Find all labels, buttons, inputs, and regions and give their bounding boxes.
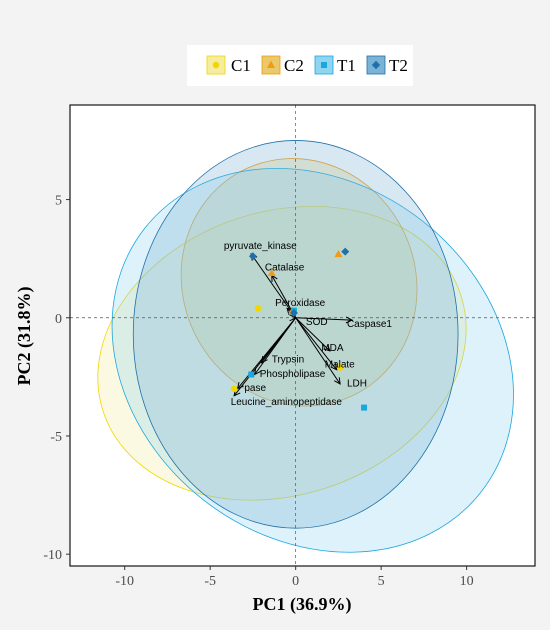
- point-c2-1: [267, 268, 276, 277]
- legend-item-t1: T1: [314, 55, 356, 75]
- x-tick-label: 10: [460, 574, 474, 589]
- plot-border: [69, 104, 536, 567]
- loading-label-leucine-aminopeptidase: Leucine_aminopeptidase: [231, 397, 343, 408]
- circle-icon: [212, 61, 220, 69]
- y-axis-title: PC2 (31.8%): [14, 287, 35, 386]
- loading-arrow-leucine-aminopeptidase: [233, 317, 297, 397]
- y-tick-label: 5: [55, 194, 62, 209]
- x-tick-label: -10: [115, 574, 134, 589]
- ellipse-t1: [111, 168, 514, 553]
- loading-label-pyruvate-kinase: pyruvate_kinase: [224, 241, 297, 252]
- legend-label-c2: C2: [284, 56, 304, 75]
- legend-label-t2: T2: [389, 56, 408, 75]
- point-c2-2: [334, 249, 343, 258]
- point-t1-3: [361, 404, 368, 411]
- point-c1-3: [336, 364, 344, 371]
- legend-item-c1: C1: [206, 55, 251, 75]
- loading-label-peroxidase: Peroxidase: [275, 298, 325, 309]
- loading-label-mda: MDA: [321, 343, 344, 354]
- x-axis: -10 -5 0 5 10: [115, 566, 474, 589]
- point-t2-2: [289, 309, 298, 318]
- loading-arrow-mda: [295, 317, 331, 352]
- loading-arrows: [233, 253, 354, 397]
- loading-arrow-malate: [295, 317, 338, 371]
- triangle-icon: [267, 60, 275, 68]
- sample-points: [230, 247, 368, 411]
- loading-label-trypsin: Trypsin: [272, 355, 304, 366]
- loading-arrow-pyruvate-kinase: [250, 253, 297, 319]
- loading-arrowhead-ldh: [334, 377, 341, 385]
- loading-label-caspase1: Caspase1: [347, 319, 392, 330]
- x-tick-label: -5: [204, 574, 216, 589]
- legend-label-c1: C1: [231, 56, 251, 75]
- loading-arrow-ldh: [295, 317, 341, 385]
- loading-label-catalase: Catalase: [265, 262, 305, 273]
- reference-lines: [70, 105, 535, 566]
- loading-arrow-caspase1: [295, 317, 353, 321]
- loading-arrowhead-mda: [323, 344, 331, 352]
- legend-item-t2: T2: [366, 55, 408, 75]
- ellipse-c1: [97, 205, 467, 501]
- y-axis: -10 -5 0 5: [43, 194, 70, 563]
- diamond-icon: [371, 60, 381, 70]
- y-tick-label: 0: [55, 312, 62, 327]
- point-t2-3: [341, 247, 350, 256]
- loading-labels: pyruvate_kinase Catalase Peroxidase SOD Casp…: [224, 241, 393, 408]
- loading-arrowhead-malate: [330, 363, 338, 371]
- x-tick-label: 5: [378, 574, 385, 589]
- loading-label-ldh: LDH: [347, 378, 367, 389]
- loading-label-malate: Malate: [325, 359, 355, 370]
- square-icon: [321, 62, 327, 68]
- legend: C1 C2 T1 T2: [187, 45, 413, 86]
- point-t1-1: [248, 371, 255, 378]
- ellipse-c2: [180, 158, 418, 407]
- plot-panel: [70, 105, 535, 566]
- legend-item-c2: C2: [261, 55, 304, 75]
- x-axis-title: PC1 (36.9%): [253, 594, 352, 615]
- y-tick-label: -5: [50, 430, 62, 445]
- point-c1-1: [254, 305, 262, 312]
- loading-arrowhead-phospholipase: [253, 367, 261, 376]
- x-tick-label: 0: [292, 574, 299, 589]
- loading-label-sod: SOD: [306, 317, 328, 328]
- legend-label-t1: T1: [337, 56, 356, 75]
- loading-label-pase: pase: [244, 383, 266, 394]
- loading-arrowhead-caspase1: [345, 316, 354, 324]
- point-t2-1: [248, 252, 257, 261]
- loading-label-phospholipase: Phospholipase: [260, 369, 326, 380]
- plot-area: pyruvate_kinase Catalase Peroxidase SOD Casp…: [70, 105, 535, 566]
- point-c1-2: [230, 385, 238, 392]
- y-tick-label: -10: [43, 548, 62, 563]
